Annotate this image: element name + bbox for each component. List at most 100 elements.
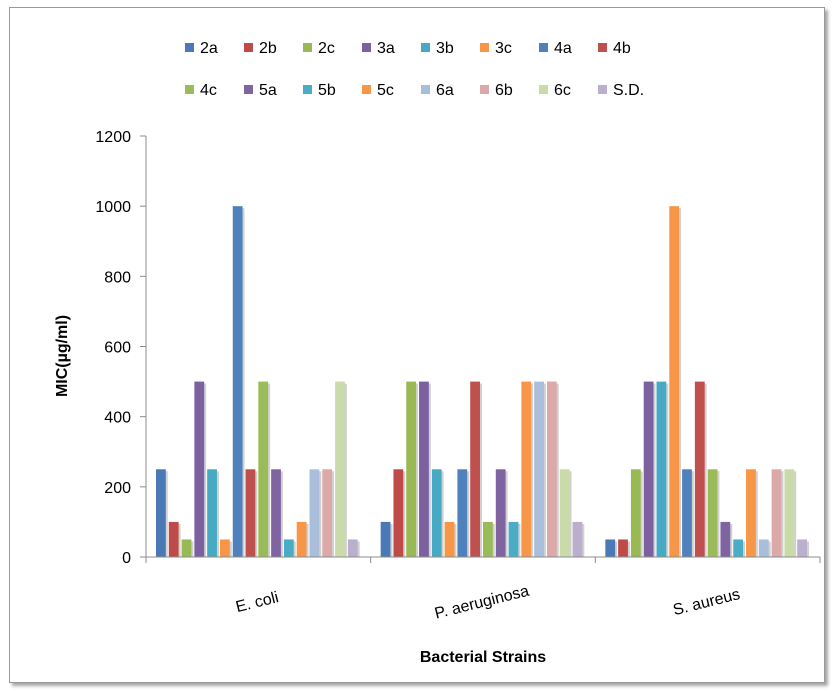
- legend-swatch: [539, 43, 548, 52]
- bar-4a-1: [457, 469, 468, 557]
- bar-4c-0: [258, 381, 269, 557]
- legend-label: 2c: [318, 40, 335, 57]
- bar-3b-2: [656, 381, 667, 557]
- y-tick-label: 0: [122, 550, 131, 567]
- legend-item: 3a: [362, 40, 395, 57]
- bar-5a-0: [271, 469, 281, 557]
- legend-item: 2c: [303, 40, 335, 57]
- legend-swatch: [480, 43, 489, 52]
- bar-4c-1: [483, 521, 493, 557]
- bar-3b-0: [207, 469, 217, 557]
- legend-swatch: [539, 85, 548, 94]
- legend-swatch: [421, 85, 430, 94]
- bar-3a-0: [194, 381, 205, 557]
- bar-4b-2: [694, 381, 705, 557]
- bar-2b-2: [618, 539, 628, 557]
- bar-4a-0: [232, 206, 243, 557]
- legend-item: 4a: [539, 40, 572, 57]
- bar-6b-1: [546, 381, 557, 557]
- y-tick-label: 400: [104, 410, 131, 427]
- legend-swatch: [362, 85, 371, 94]
- bar-sd-0: [347, 539, 358, 557]
- bar-5b-1: [508, 521, 519, 557]
- bar-4b-1: [470, 381, 480, 557]
- legend-item: 5c: [362, 82, 394, 99]
- legend-swatch: [598, 85, 607, 94]
- legend-label: 3c: [495, 40, 512, 57]
- legend-item: 4b: [598, 40, 631, 57]
- legend-label: 4c: [200, 82, 217, 99]
- bars: [156, 206, 809, 557]
- bar-sd-2: [797, 539, 807, 557]
- y-axis: 0 200 400 600 800 1000 1200: [95, 129, 147, 567]
- bar-6c-1: [559, 469, 570, 557]
- bar-2c-1: [406, 381, 417, 557]
- bar-sd-1: [572, 521, 583, 557]
- legend-label: 6b: [495, 82, 513, 99]
- bar-5c-0: [296, 521, 307, 557]
- bar-3a-1: [419, 381, 429, 557]
- legend-swatch: [598, 43, 607, 52]
- legend-swatch: [185, 43, 194, 52]
- legend-item: 6c: [539, 82, 571, 99]
- legend-swatch: [480, 85, 489, 94]
- legend-swatch: [303, 85, 312, 94]
- legend-item: 6a: [421, 82, 454, 99]
- bar-6c-2: [784, 469, 795, 557]
- legend-label: 2b: [259, 40, 277, 57]
- x-tick-label: S. aureus: [671, 586, 742, 619]
- legend-label: 3a: [377, 40, 395, 57]
- legend-swatch: [421, 43, 430, 52]
- legend-item: 5a: [244, 82, 277, 99]
- bar-6a-1: [534, 381, 544, 557]
- x-tick-label: P. aeruginosa: [433, 583, 531, 623]
- legend-label: 4b: [613, 40, 631, 57]
- legend-label: 5c: [377, 82, 394, 99]
- bar-6c-0: [335, 381, 345, 557]
- bar-3c-1: [444, 521, 455, 557]
- bar-2a-1: [380, 521, 391, 557]
- legend-item: 3c: [480, 40, 512, 57]
- legend-label: 5b: [318, 82, 336, 99]
- legend-swatch: [244, 85, 253, 94]
- bar-6b-0: [322, 469, 333, 557]
- bar-6a-0: [309, 469, 320, 557]
- legend-label: 6c: [554, 82, 571, 99]
- y-tick-label: 1000: [95, 199, 131, 216]
- y-tick-label: 600: [104, 340, 131, 357]
- legend-item: 3b: [421, 40, 454, 57]
- bar-5c-1: [521, 381, 532, 557]
- y-tick-label: 1200: [95, 129, 131, 146]
- legend-swatch: [303, 43, 312, 52]
- bar-5b-2: [733, 539, 744, 557]
- bar-3a-2: [643, 381, 654, 557]
- bar-2b-0: [168, 521, 179, 557]
- bar-5a-2: [720, 521, 731, 557]
- y-tick-label: 200: [104, 480, 131, 497]
- legend-item: 6b: [480, 82, 513, 99]
- y-axis-title: MIC(µg/ml): [54, 315, 71, 397]
- bar-4c-2: [707, 469, 718, 557]
- legend-swatch: [244, 43, 253, 52]
- bar-6b-2: [771, 469, 782, 557]
- x-tick-label: E. coli: [234, 589, 280, 616]
- bar-5a-1: [495, 469, 506, 557]
- bar-2b-1: [393, 469, 404, 557]
- bar-2a-0: [156, 469, 166, 557]
- legend-label: 4a: [554, 40, 572, 57]
- bar-5b-0: [283, 539, 294, 557]
- bar-6a-2: [758, 539, 769, 557]
- legend-label: 2a: [200, 40, 218, 57]
- legend-label: 5a: [259, 82, 277, 99]
- bar-2c-2: [630, 469, 641, 557]
- bar-3c-0: [219, 539, 230, 557]
- bar-5c-2: [746, 469, 756, 557]
- bar-3b-1: [431, 469, 442, 557]
- legend-item: 5b: [303, 82, 336, 99]
- chart-frame: 2a 2b 2c 3a 3b 3c 4a 4b 4c 5a 5b 5c 6a 6b 6c S.D. 0 200 4…: [9, 7, 825, 683]
- legend-item: S.D.: [598, 82, 644, 99]
- legend-swatch: [362, 43, 371, 52]
- bar-2a-2: [605, 539, 616, 557]
- legend-label: 6a: [436, 82, 454, 99]
- bar-2c-0: [181, 539, 192, 557]
